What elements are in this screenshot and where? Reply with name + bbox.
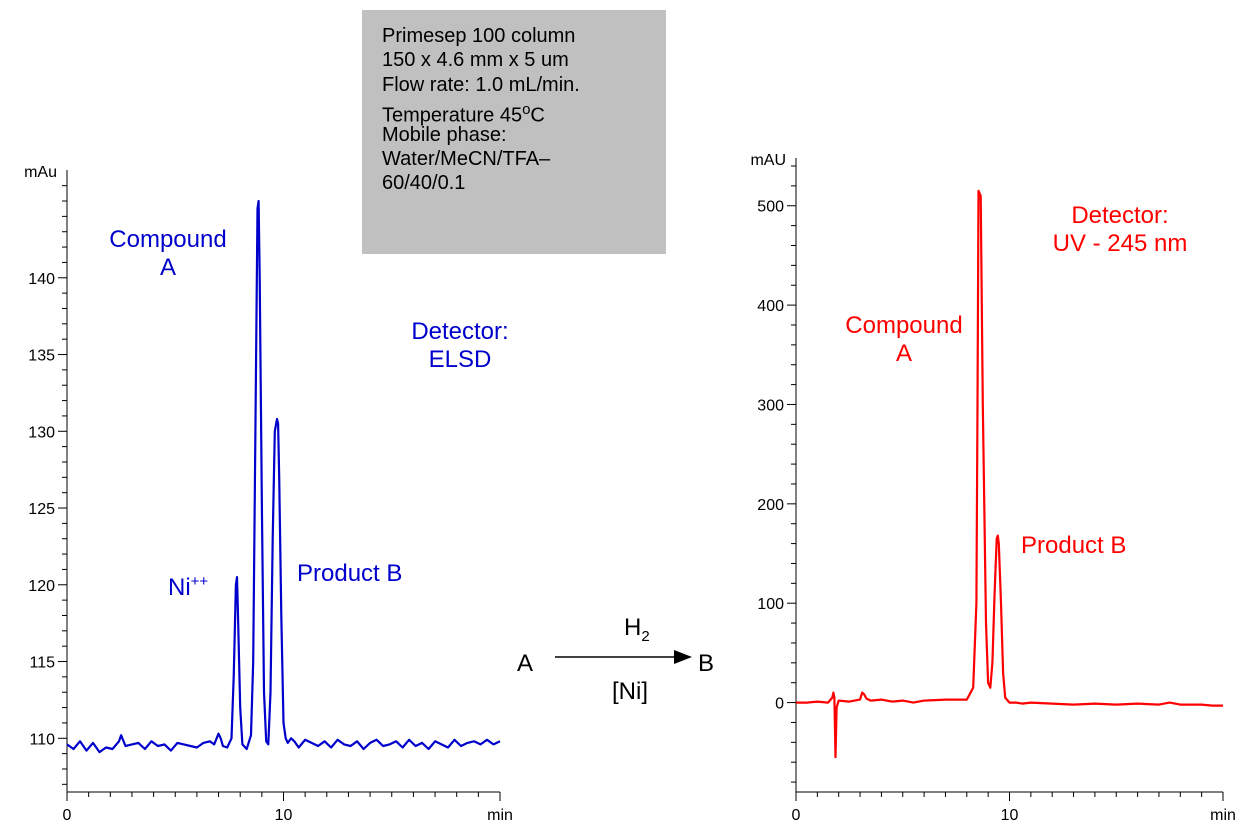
method-line-mobile-phase: Mobile phase: [382,124,507,146]
method-line-ratio: 60/40/0.1 [382,172,466,194]
method-line-solvents: Water/MeCN/TFA– [382,148,551,170]
right-y-tick-label: 500 [757,199,784,216]
right-y-tick-label: 100 [757,596,784,613]
right-y-tick-label: 300 [757,397,784,414]
left-ni-label: Ni++ [168,573,209,601]
left-y-tick-label: 140 [28,271,55,288]
left-y-tick-label: 135 [28,348,55,365]
method-conditions-box: Primesep 100 column 150 x 4.6 mm x 5 um … [362,10,666,254]
right-y-tick-label: 400 [757,298,784,315]
method-line-column: Primesep 100 column [382,25,576,47]
reaction-product: B [698,650,715,677]
left-y-tick-label: 130 [28,424,55,441]
reaction-reactant: A [517,650,534,677]
right-x-unit-label: min [1210,807,1236,824]
right-x-tick-label: 0 [792,807,801,824]
left-x-tick-label: 10 [275,807,293,824]
left-y-tick-label: 110 [29,731,55,748]
reaction-reagent: H2 [624,614,650,645]
method-line-flow-rate: Flow rate: 1.0 mL/min. [382,74,580,96]
right-y-axis-label: mAU [750,152,786,169]
left-x-unit-label: min [487,807,513,824]
right-compound-a-label: Compound A [845,312,963,367]
left-compound-a-label: Compound A [109,226,227,281]
right-y-tick-label: 200 [757,497,784,514]
reaction-catalyst: [Ni] [612,678,648,705]
left-product-b-label: Product B [297,560,403,587]
left-y-tick-label: 120 [28,578,55,595]
right-product-b-label: Product B [1021,532,1127,559]
right-detector-label: Detector: UV - 245 nm [1052,202,1188,257]
right-series-line [796,189,1223,759]
left-y-tick-label: 125 [28,501,55,518]
left-y-tick-label: 115 [29,655,55,672]
method-line-dimensions: 150 x 4.6 mm x 5 um [382,49,569,71]
left-x-tick-label: 0 [63,807,72,824]
right-y-tick-label: 0 [775,696,784,713]
right-x-tick-label: 10 [1001,807,1019,824]
left-detector-label: Detector: ELSD [411,318,509,373]
method-line-temperature: Temperature 45oC [382,101,545,127]
left-y-axis-label: mAu [24,164,57,181]
left-series-line [66,199,501,754]
